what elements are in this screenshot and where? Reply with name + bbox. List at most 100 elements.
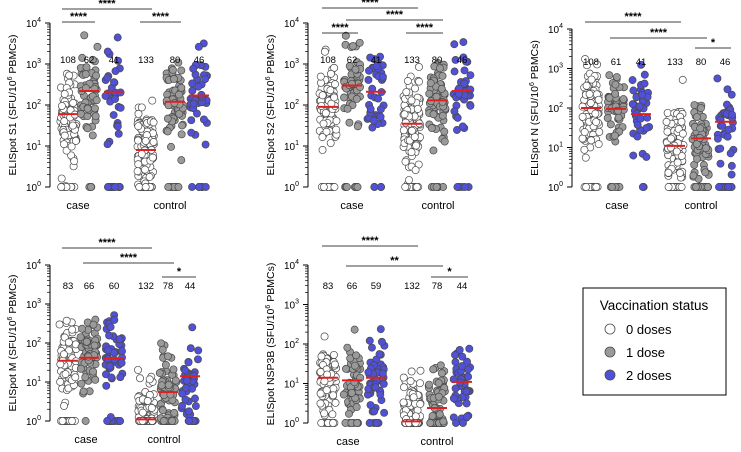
data-point	[111, 95, 120, 103]
data-point	[724, 125, 733, 134]
data-point	[159, 417, 168, 425]
data-point	[56, 377, 65, 386]
data-point	[612, 73, 621, 81]
column-control-1-doses: 78	[424, 281, 449, 427]
data-point	[629, 86, 638, 95]
data-point	[175, 109, 184, 118]
data-point	[174, 58, 183, 67]
data-point	[194, 42, 203, 51]
data-point	[76, 364, 85, 373]
data-point	[114, 56, 122, 65]
significance-label: *	[447, 266, 452, 278]
column-case-0-doses: 108	[315, 45, 341, 191]
column-case-0-doses: 83	[316, 281, 341, 427]
data-point	[676, 169, 684, 177]
data-point	[582, 183, 591, 191]
data-point	[57, 174, 66, 183]
data-point	[416, 366, 425, 375]
data-point	[111, 183, 119, 191]
significance-label: ****	[361, 0, 379, 9]
data-point	[723, 85, 732, 94]
data-point	[195, 183, 204, 191]
data-point	[134, 160, 143, 169]
sample-count: 61	[611, 57, 622, 68]
data-point	[345, 118, 354, 127]
data-point	[188, 323, 197, 332]
data-point	[81, 70, 90, 79]
significance-label: *	[177, 266, 182, 278]
column-case-1-doses: 61	[603, 57, 628, 191]
data-point	[330, 183, 339, 191]
data-point	[317, 352, 326, 361]
data-point	[407, 367, 416, 376]
column-control-2-doses: 44	[449, 281, 475, 427]
data-point	[69, 99, 78, 107]
data-point	[91, 112, 100, 121]
sample-count: 80	[696, 57, 707, 68]
data-point	[416, 400, 425, 409]
y-tick-label: 102	[548, 102, 563, 115]
data-point	[460, 183, 469, 191]
y-tick-label: 103	[284, 299, 299, 312]
data-point	[726, 149, 735, 158]
data-point	[117, 358, 126, 367]
group-label-case: case	[74, 434, 97, 446]
chart-panel-2: 100 101 102 103 104 ELISpot S2 (SFU/106 PBMCs…	[265, 0, 475, 212]
column-case-1-doses: 66	[76, 281, 102, 425]
data-point	[673, 158, 682, 167]
data-point	[429, 365, 438, 374]
data-point	[426, 79, 435, 88]
data-point	[352, 94, 361, 103]
data-point	[101, 92, 110, 100]
data-point	[464, 372, 473, 381]
data-point	[453, 126, 461, 134]
data-point	[580, 128, 589, 137]
data-point	[365, 419, 374, 427]
data-point	[171, 376, 180, 385]
data-point	[696, 124, 705, 133]
data-point	[326, 139, 335, 147]
sample-count: 46	[457, 55, 468, 66]
legend: Vaccination status 0 doses 1 dose 2 doses	[582, 287, 727, 396]
sample-count: 80	[432, 55, 443, 66]
data-point	[713, 134, 722, 143]
data-point	[637, 60, 646, 69]
data-point	[628, 100, 637, 109]
data-point	[316, 389, 325, 398]
data-point	[331, 80, 339, 89]
data-point	[458, 362, 466, 371]
column-case-2-doses: 41	[628, 57, 654, 191]
data-point	[619, 95, 628, 103]
data-point	[65, 71, 74, 80]
y-tick-label: 101	[284, 378, 299, 391]
column-control-0-doses: 132	[399, 281, 425, 427]
data-point	[89, 320, 98, 329]
data-point	[353, 122, 362, 131]
data-point	[110, 316, 119, 324]
data-point	[366, 53, 375, 62]
data-point	[71, 373, 80, 382]
y-tick-label: 100	[284, 181, 299, 194]
data-point	[113, 122, 122, 131]
data-point	[57, 183, 66, 191]
data-point	[372, 62, 381, 71]
data-point	[158, 345, 167, 354]
data-point	[326, 86, 335, 95]
data-point	[677, 183, 686, 191]
data-point	[167, 142, 175, 151]
data-point	[366, 401, 375, 409]
data-point	[642, 153, 651, 161]
data-point	[141, 165, 149, 174]
data-point	[459, 38, 468, 47]
column-case-0-doses: 83	[55, 281, 81, 425]
data-point	[194, 355, 202, 364]
data-point	[103, 140, 112, 149]
data-point	[187, 116, 196, 125]
data-point	[411, 166, 420, 174]
data-point	[440, 127, 449, 136]
data-point	[164, 381, 173, 389]
sample-count: 66	[347, 281, 358, 292]
y-tick-label: 103	[284, 58, 299, 71]
data-point	[178, 389, 187, 398]
data-point	[351, 65, 360, 74]
